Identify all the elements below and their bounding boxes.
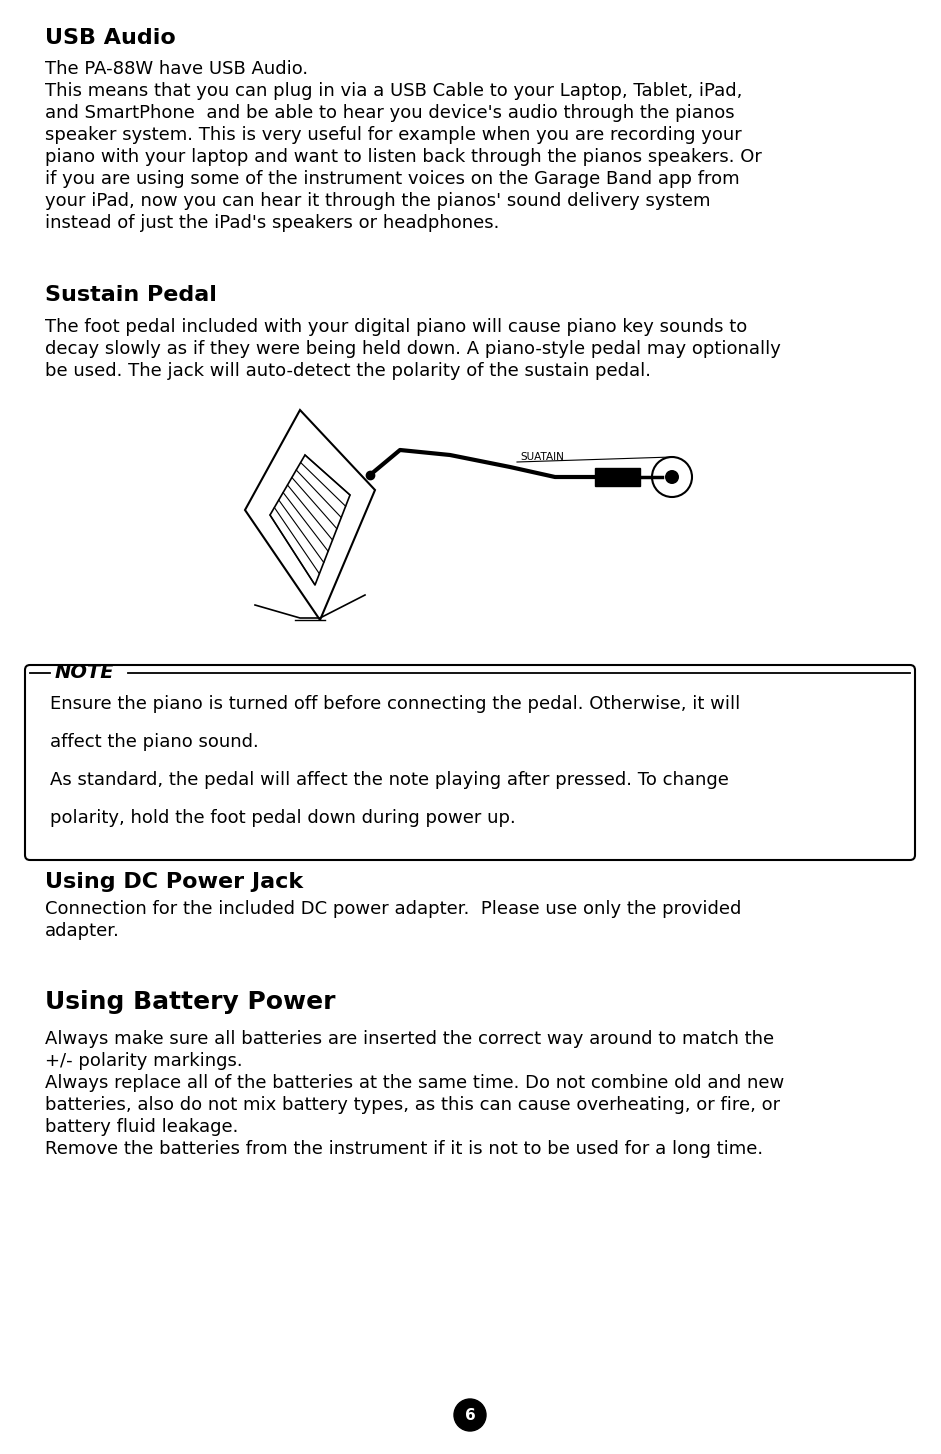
Text: polarity, hold the foot pedal down during power up.: polarity, hold the foot pedal down durin… xyxy=(50,808,516,827)
Text: This means that you can plug in via a USB Cable to your Laptop, Tablet, iPad,: This means that you can plug in via a US… xyxy=(45,81,742,100)
Text: The PA-88W have USB Audio.: The PA-88W have USB Audio. xyxy=(45,60,308,79)
Text: speaker system. This is very useful for example when you are recording your: speaker system. This is very useful for … xyxy=(45,126,742,144)
Circle shape xyxy=(454,1399,486,1431)
Text: decay slowly as if they were being held down. A piano-style pedal may optionally: decay slowly as if they were being held … xyxy=(45,340,781,358)
Text: Remove the batteries from the instrument if it is not to be used for a long time: Remove the batteries from the instrument… xyxy=(45,1140,763,1157)
Bar xyxy=(595,468,640,486)
Text: batteries, also do not mix battery types, as this can cause overheating, or fire: batteries, also do not mix battery types… xyxy=(45,1096,780,1114)
Text: instead of just the iPad's speakers or headphones.: instead of just the iPad's speakers or h… xyxy=(45,214,500,233)
Text: if you are using some of the instrument voices on the Garage Band app from: if you are using some of the instrument … xyxy=(45,170,740,188)
Text: As standard, the pedal will affect the note playing after pressed. To change: As standard, the pedal will affect the n… xyxy=(50,771,729,790)
Text: +/- polarity markings.: +/- polarity markings. xyxy=(45,1053,243,1070)
Text: Sustain Pedal: Sustain Pedal xyxy=(45,285,216,305)
Text: Connection for the included DC power adapter.  Please use only the provided: Connection for the included DC power ada… xyxy=(45,900,742,917)
Text: Using DC Power Jack: Using DC Power Jack xyxy=(45,872,303,891)
FancyBboxPatch shape xyxy=(25,664,915,859)
Text: NOTE: NOTE xyxy=(55,663,115,682)
Text: Always replace all of the batteries at the same time. Do not combine old and new: Always replace all of the batteries at t… xyxy=(45,1075,784,1092)
Text: 6: 6 xyxy=(465,1407,475,1422)
Circle shape xyxy=(665,470,679,484)
Text: USB Audio: USB Audio xyxy=(45,28,176,48)
Text: SUATAIN: SUATAIN xyxy=(520,452,564,462)
Text: The foot pedal included with your digital piano will cause piano key sounds to: The foot pedal included with your digita… xyxy=(45,318,747,336)
Text: Using Battery Power: Using Battery Power xyxy=(45,990,336,1013)
Text: be used. The jack will auto-detect the polarity of the sustain pedal.: be used. The jack will auto-detect the p… xyxy=(45,362,651,379)
Text: affect the piano sound.: affect the piano sound. xyxy=(50,733,259,752)
Text: Ensure the piano is turned off before connecting the pedal. Otherwise, it will: Ensure the piano is turned off before co… xyxy=(50,695,741,712)
Text: piano with your laptop and want to listen back through the pianos speakers. Or: piano with your laptop and want to liste… xyxy=(45,148,762,166)
Text: battery fluid leakage.: battery fluid leakage. xyxy=(45,1118,238,1136)
Text: your iPad, now you can hear it through the pianos' sound delivery system: your iPad, now you can hear it through t… xyxy=(45,192,710,209)
Text: Always make sure all batteries are inserted the correct way around to match the: Always make sure all batteries are inser… xyxy=(45,1029,774,1048)
Text: adapter.: adapter. xyxy=(45,922,120,939)
Text: and SmartPhone  and be able to hear you device's audio through the pianos: and SmartPhone and be able to hear you d… xyxy=(45,105,735,122)
